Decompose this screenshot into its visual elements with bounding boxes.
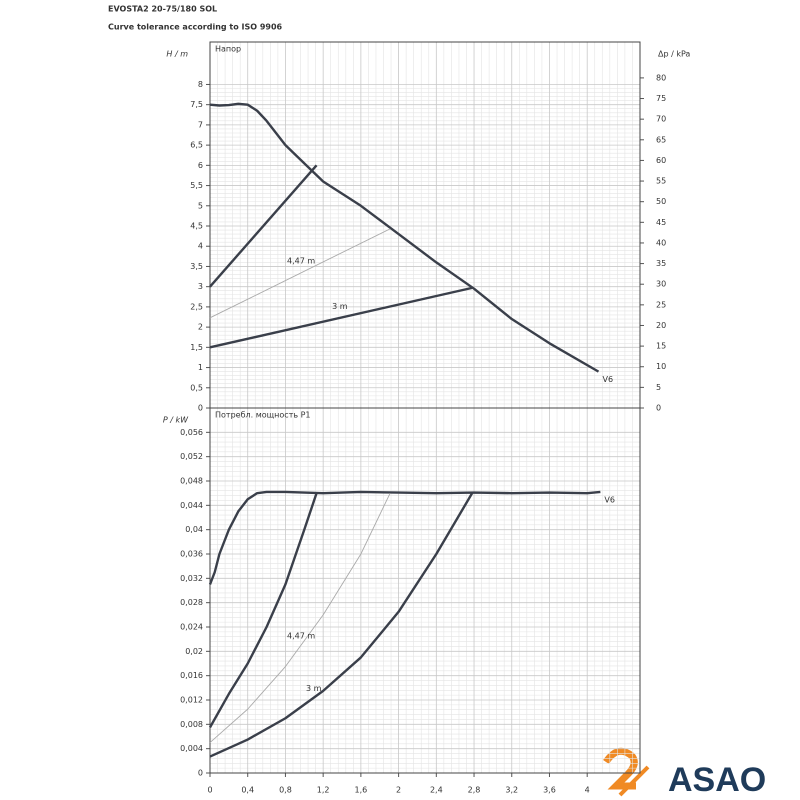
- panel-title: Напор: [215, 45, 241, 54]
- page-subtitle: Curve tolerance according to ISO 9906: [108, 23, 283, 32]
- y2-tick-label: 70: [656, 115, 666, 124]
- y-tick-label: 6: [198, 161, 203, 170]
- logo-shape: [618, 765, 650, 797]
- y-tick-label: 2,5: [190, 302, 203, 311]
- y2-tick-label: 40: [656, 238, 666, 247]
- x-tick-label: 0: [207, 786, 212, 795]
- logo-text: ASAO: [668, 761, 766, 799]
- y2-tick-label: 30: [656, 280, 666, 289]
- y-tick-label: 1: [198, 363, 203, 372]
- y-tick-label: 0,008: [180, 720, 203, 729]
- y-axis-label: H / m: [166, 50, 188, 59]
- panel-title: Потребл. мощность P1: [215, 411, 311, 420]
- y2-tick-label: 80: [656, 73, 666, 82]
- y-tick-label: 0,056: [180, 428, 203, 437]
- series-line: [209, 492, 391, 743]
- y-tick-label: 0,028: [180, 598, 203, 607]
- x-tick-label: 2: [396, 786, 401, 795]
- y2-tick-label: 35: [656, 259, 666, 268]
- y-tick-label: 0,012: [180, 696, 203, 705]
- series-line: [209, 228, 391, 319]
- y-tick-label: 0,016: [180, 671, 203, 680]
- y2-tick-label: 65: [656, 135, 666, 144]
- y-tick-label: 8: [198, 80, 203, 89]
- y-tick-label: 2: [198, 323, 203, 332]
- y-tick-label: 0,024: [180, 623, 203, 632]
- plot-frame: [209, 407, 641, 774]
- y-tick-label: 6,5: [190, 141, 203, 150]
- x-tick-label: 2,8: [468, 786, 481, 795]
- y2-tick-label: 20: [656, 321, 666, 330]
- x-tick-label: 0,4: [241, 786, 254, 795]
- y-tick-label: 0,036: [180, 550, 203, 559]
- y2-tick-label: 25: [656, 300, 666, 309]
- y-tick-label: 0,004: [180, 744, 203, 753]
- y-tick-label: 3,5: [190, 262, 203, 271]
- x-tick-label: 1,2: [317, 786, 330, 795]
- y2-tick-label: 0: [656, 404, 661, 413]
- y-tick-label: 3: [198, 282, 203, 291]
- y2-tick-label: 50: [656, 197, 666, 206]
- series-line: [209, 102, 600, 373]
- series-line: [208, 490, 601, 585]
- y2-tick-label: 75: [656, 94, 666, 103]
- x-tick-label: 3,2: [505, 786, 518, 795]
- y-tick-label: 0,04: [185, 525, 203, 534]
- y-tick-label: 7: [198, 120, 203, 129]
- series-label: V6: [603, 375, 614, 384]
- y2-tick-label: 10: [656, 362, 666, 371]
- y2-axis-label: Δp / kPa: [658, 50, 690, 59]
- x-tick-label: 4: [585, 786, 590, 795]
- page-title: EVOSTA2 20-75/180 SOL: [108, 5, 217, 14]
- series-line: [208, 492, 318, 728]
- x-tick-label: 3,6: [543, 786, 556, 795]
- x-tick-label: 2,4: [430, 786, 443, 795]
- y-tick-label: 0,02: [185, 647, 203, 656]
- y2-tick-label: 60: [656, 156, 666, 165]
- y-tick-label: 1,5: [190, 343, 203, 352]
- series-label: 3 m: [306, 684, 322, 693]
- y-tick-label: 0,048: [180, 477, 203, 486]
- y-tick-label: 0,052: [180, 452, 203, 461]
- series-label: 3 m: [332, 302, 348, 311]
- plot-frame: [209, 41, 641, 409]
- y-tick-label: 5: [198, 201, 203, 210]
- y-tick-label: 7,5: [190, 100, 203, 109]
- series-line: [209, 492, 474, 758]
- y-tick-label: 4: [198, 242, 203, 251]
- x-tick-label: 1,6: [355, 786, 368, 795]
- series-label: 4,47 m: [287, 632, 315, 641]
- y-tick-label: 5,5: [190, 181, 203, 190]
- y-tick-label: 4,5: [190, 222, 203, 231]
- y2-tick-label: 15: [656, 342, 666, 351]
- y-tick-label: 0: [198, 769, 203, 778]
- series-line: [209, 164, 318, 288]
- series-label: V6: [604, 495, 615, 504]
- x-tick-label: 0,8: [279, 786, 292, 795]
- y-axis-label: P / kW: [163, 416, 189, 425]
- y-tick-label: 0,5: [190, 383, 203, 392]
- y-tick-label: 0: [198, 404, 203, 413]
- y2-tick-label: 45: [656, 218, 666, 227]
- y-tick-label: 0,044: [180, 501, 203, 510]
- y2-tick-label: 55: [656, 177, 666, 186]
- series-label: 4,47 m: [287, 256, 315, 265]
- y2-tick-label: 5: [656, 383, 661, 392]
- y-tick-label: 0,032: [180, 574, 203, 583]
- series-line: [209, 286, 473, 349]
